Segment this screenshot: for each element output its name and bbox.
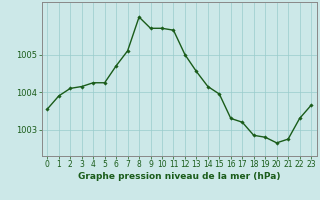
- X-axis label: Graphe pression niveau de la mer (hPa): Graphe pression niveau de la mer (hPa): [78, 172, 280, 181]
